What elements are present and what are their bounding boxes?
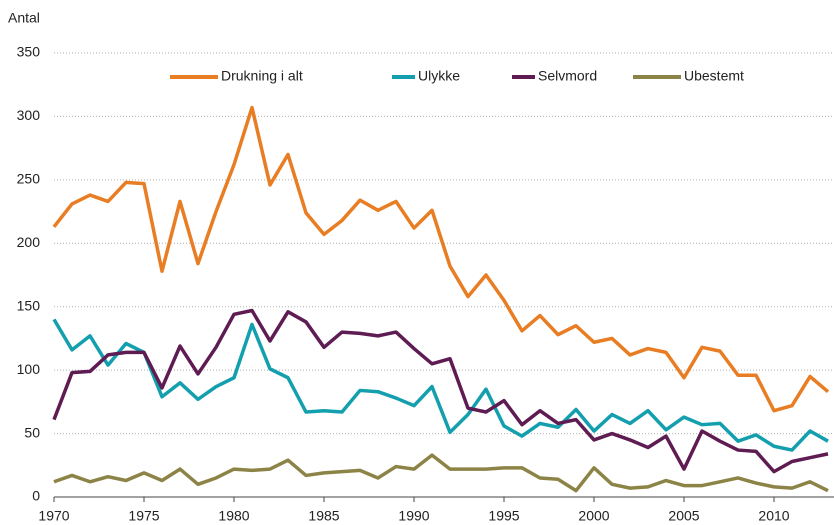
y-tick-label: 150 <box>17 297 41 313</box>
x-tick-label: 1995 <box>488 508 519 524</box>
y-tick-label: 200 <box>17 234 41 250</box>
x-tick-label: 1990 <box>398 508 429 524</box>
y-axis-label: Antal <box>8 10 40 26</box>
x-tick-label: 1985 <box>308 508 339 524</box>
y-tick-label: 100 <box>17 361 41 377</box>
series-line <box>52 318 829 452</box>
legend-label: Drukning i alt <box>221 68 303 84</box>
y-tick-label: 50 <box>24 424 40 440</box>
legend-label: Ulykke <box>418 68 460 84</box>
x-tick-label: 1980 <box>218 508 249 524</box>
x-tick-label: 1975 <box>128 508 159 524</box>
legend-label: Selvmord <box>538 68 597 84</box>
legend-label: Ubestemt <box>684 68 744 84</box>
x-tick-label: 2005 <box>668 508 699 524</box>
x-tick-label: 2000 <box>578 508 609 524</box>
series-line <box>53 453 829 493</box>
series-line <box>52 105 830 413</box>
y-tick-label: 300 <box>17 107 41 123</box>
series-line <box>52 308 829 474</box>
x-tick-label: 2010 <box>758 508 789 524</box>
x-tick-label: 1970 <box>38 508 69 524</box>
y-tick-label: 0 <box>32 488 40 504</box>
y-tick-label: 250 <box>17 171 41 187</box>
y-tick-label: 350 <box>17 44 41 60</box>
